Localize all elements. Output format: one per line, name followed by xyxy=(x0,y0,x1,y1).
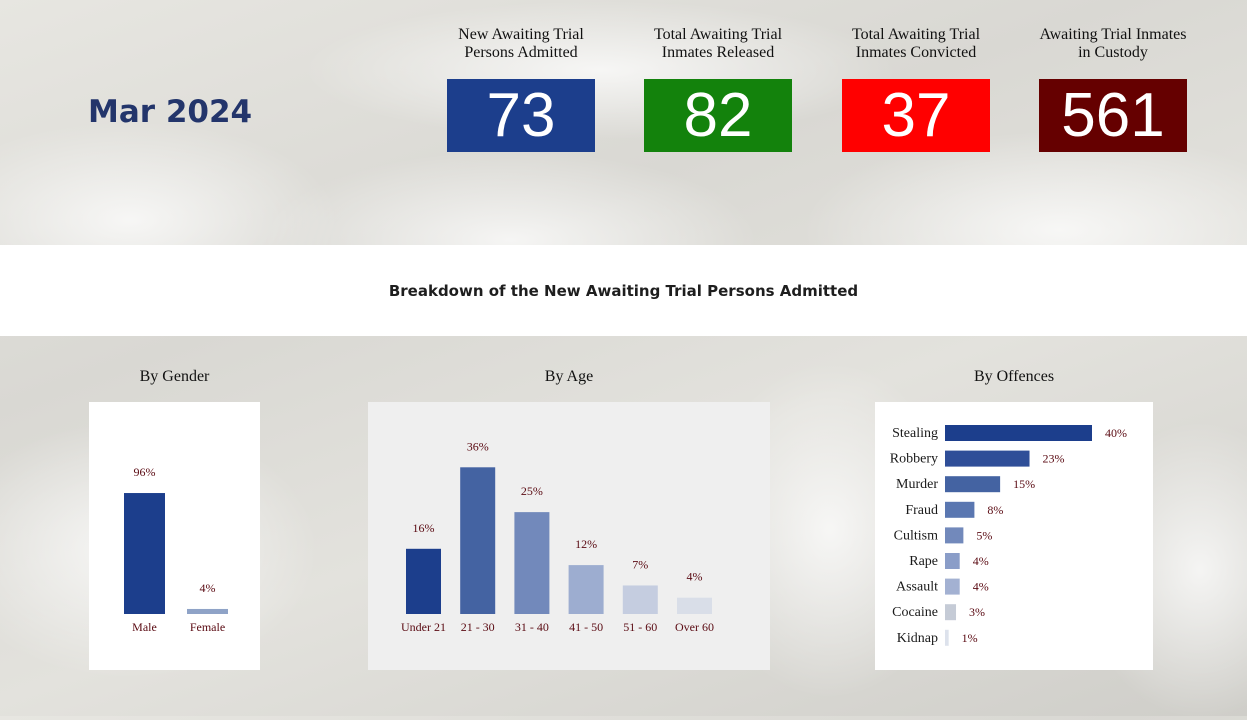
kpi-label: Total Awaiting Trial Inmates Released xyxy=(653,26,783,61)
category-label: 31 - 40 xyxy=(515,620,549,634)
data-label: 40% xyxy=(1105,426,1127,440)
kpi-value: 73 xyxy=(447,79,595,152)
gender-chart: 96% Male 4% Female xyxy=(124,465,228,634)
bar xyxy=(514,512,550,614)
category-label: Robbery xyxy=(890,452,938,467)
kpi-value: 82 xyxy=(644,79,792,152)
category-label: 51 - 60 xyxy=(623,620,657,634)
category-label: 41 - 50 xyxy=(569,620,603,634)
data-label: 4% xyxy=(973,554,989,568)
bar xyxy=(677,597,712,614)
data-label: 1% xyxy=(962,631,978,645)
category-label: Fraud xyxy=(905,503,938,518)
category-label: Over 60 xyxy=(675,620,714,634)
age-chart-title: By Age xyxy=(544,368,594,385)
offences-chart-title: By Offences xyxy=(973,368,1055,385)
kpi-label: Total Awaiting Trial Inmates Convicted xyxy=(851,26,981,61)
bar xyxy=(124,493,165,614)
offences-chart-panel: Stealing 40% Robbery 23% Murder 15% Fraud 8% Cul… xyxy=(875,402,1153,670)
kpi-released: Total Awaiting Trial Inmates Released 82 xyxy=(644,26,792,152)
data-label: 4% xyxy=(973,580,989,594)
data-label: 4% xyxy=(687,570,703,584)
bar xyxy=(945,425,1092,441)
bar xyxy=(622,585,658,614)
kpi-label: New Awaiting Trial Persons Admitted xyxy=(458,26,584,61)
category-label: Cultism xyxy=(894,528,938,543)
category-label: 21 - 30 xyxy=(461,620,495,634)
gender-chart-title: By Gender xyxy=(139,368,210,385)
summary-header: Mar 2024 New Awaiting Trial Persons Admit… xyxy=(0,0,1247,245)
bar xyxy=(945,501,975,518)
category-label: Rape xyxy=(909,554,938,569)
category-label: Assault xyxy=(896,580,938,595)
category-label: Under 21 xyxy=(401,620,446,634)
data-label: 8% xyxy=(987,503,1003,517)
kpi-value: 37 xyxy=(842,79,990,152)
data-label: 12% xyxy=(575,537,597,551)
breakdown-banner: Breakdown of the New Awaiting Trial Pers… xyxy=(0,245,1247,336)
bar xyxy=(187,608,228,614)
data-label: 7% xyxy=(632,557,648,571)
bar xyxy=(568,565,604,614)
data-label: 36% xyxy=(467,439,489,453)
bar xyxy=(945,629,949,646)
data-label: 96% xyxy=(134,465,156,479)
bar xyxy=(460,467,496,614)
bar xyxy=(406,548,441,614)
bar xyxy=(945,527,964,544)
bar xyxy=(945,553,960,569)
category-label: Murder xyxy=(896,477,938,492)
gender-chart-panel: 96% Male 4% Female xyxy=(89,402,260,670)
report-period: Mar 2024 xyxy=(88,94,253,130)
breakdown-title: Breakdown of the New Awaiting Trial Pers… xyxy=(388,281,859,300)
data-label: 23% xyxy=(1043,452,1065,466)
kpi-label: Awaiting Trial Inmates in Custody xyxy=(1039,26,1187,61)
category-label: Female xyxy=(190,620,225,634)
kpi-convicted: Total Awaiting Trial Inmates Convicted 37 xyxy=(842,26,990,152)
data-label: 16% xyxy=(413,521,435,535)
category-label: Stealing xyxy=(892,426,938,441)
data-label: 4% xyxy=(200,581,216,595)
data-label: 5% xyxy=(976,528,992,542)
data-label: 15% xyxy=(1013,477,1035,491)
kpi-new-admitted: New Awaiting Trial Persons Admitted 73 xyxy=(447,26,595,152)
bar xyxy=(945,476,1001,493)
bar xyxy=(945,578,960,595)
age-chart-panel: 16% Under 21 36% 21 - 30 25% 31 - 40 12% 41 - 5… xyxy=(368,402,770,670)
data-label: 3% xyxy=(969,605,985,619)
category-label: Kidnap xyxy=(897,631,938,646)
data-label: 25% xyxy=(521,484,543,498)
category-label: Cocaine xyxy=(892,605,938,620)
kpi-in-custody: Awaiting Trial Inmates in Custody 561 xyxy=(1039,26,1187,152)
age-chart: 16% Under 21 36% 21 - 30 25% 31 - 40 12% 41 - 5… xyxy=(401,439,714,634)
offences-chart: Stealing 40% Robbery 23% Murder 15% Fraud 8% Cul… xyxy=(890,425,1127,646)
category-label: Male xyxy=(132,620,157,634)
bar xyxy=(945,450,1030,467)
kpi-value: 561 xyxy=(1039,79,1187,152)
bar xyxy=(945,604,957,621)
